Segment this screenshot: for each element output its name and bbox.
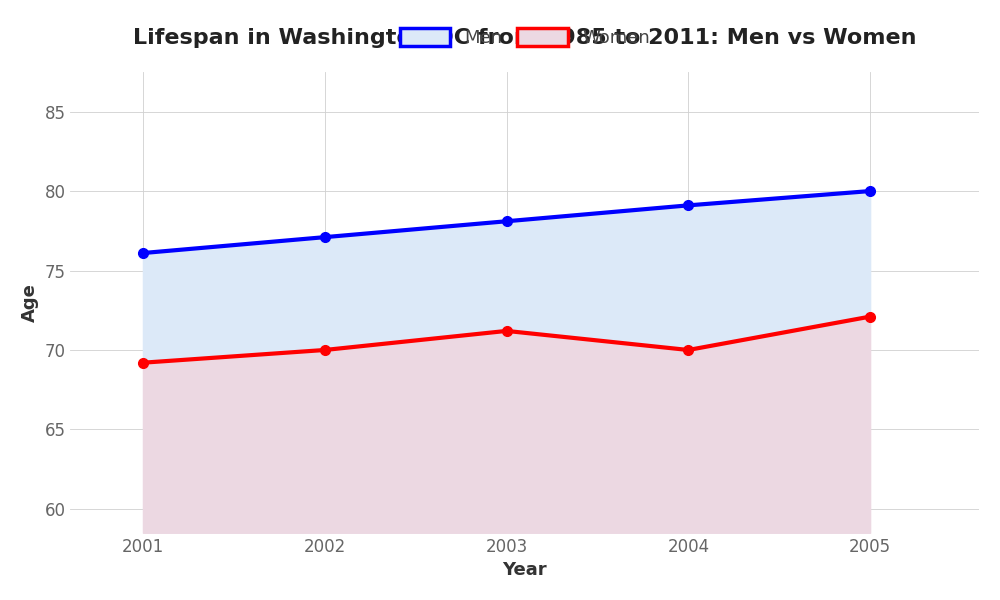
Title: Lifespan in Washington DC from 1985 to 2011: Men vs Women: Lifespan in Washington DC from 1985 to 2…	[133, 28, 916, 48]
X-axis label: Year: Year	[502, 561, 547, 579]
Legend: Men, Women: Men, Women	[392, 21, 657, 54]
Y-axis label: Age: Age	[21, 283, 39, 322]
